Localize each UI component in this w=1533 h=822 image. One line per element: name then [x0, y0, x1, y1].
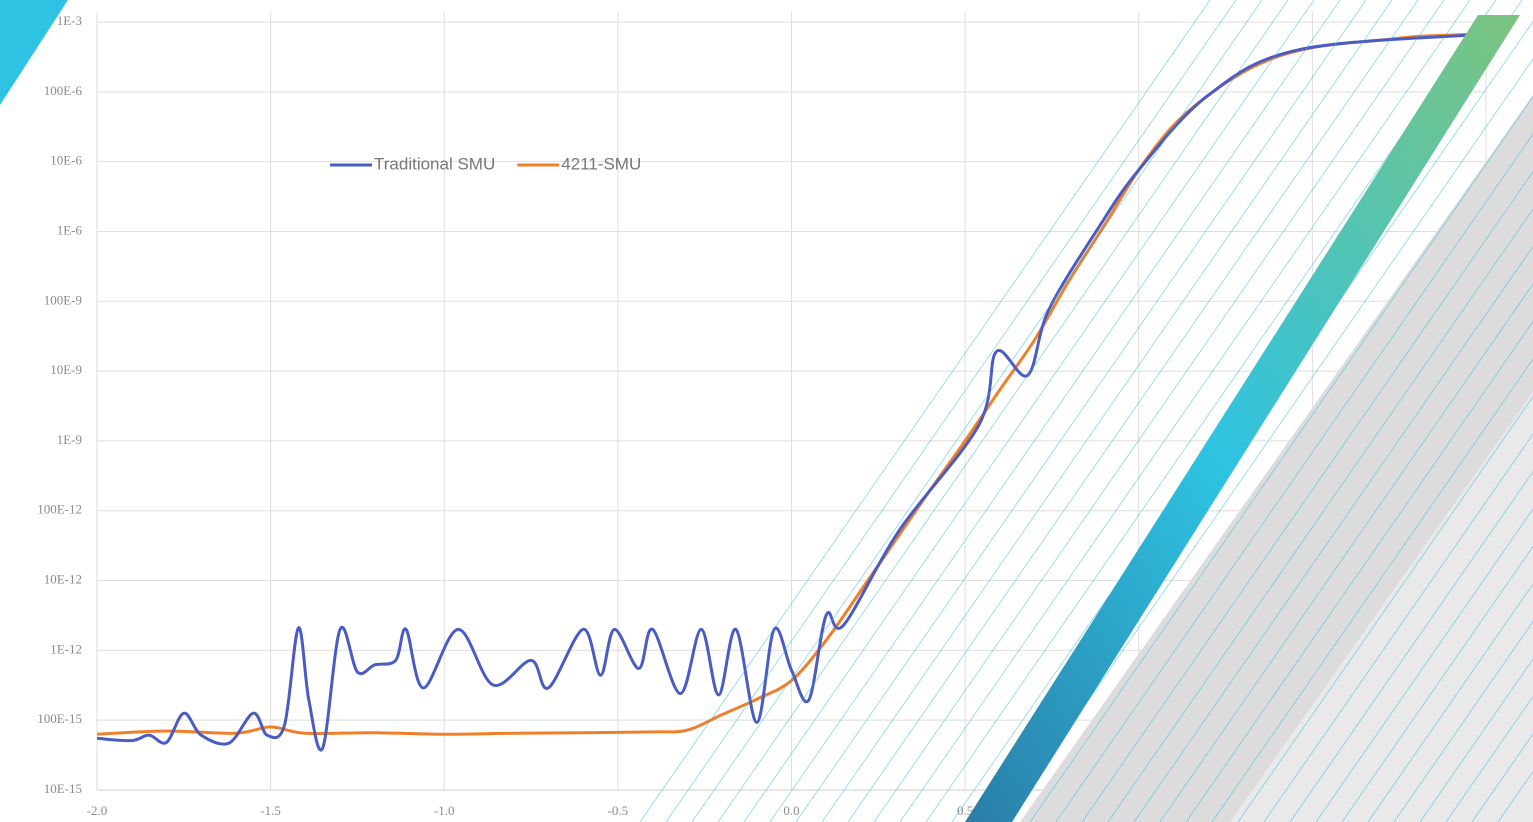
- deco-line: [1003, 58, 1533, 822]
- deco-line: [821, 0, 1393, 822]
- deco-line: [847, 0, 1419, 822]
- deco-line: [1055, 133, 1533, 822]
- deco-line: [665, 0, 1237, 822]
- deco-line: [1133, 245, 1533, 822]
- y-tick-label: 100E-9: [44, 292, 82, 307]
- legend-label: 4211-SMU: [561, 154, 641, 173]
- deco-line: [873, 0, 1445, 822]
- gradient-band: [965, 15, 1520, 822]
- deco-line: [899, 0, 1471, 822]
- deco-line: [769, 0, 1341, 822]
- y-tick-label: 10E-9: [50, 362, 82, 377]
- deco-line: [1107, 208, 1533, 822]
- deco-line: [1341, 545, 1533, 822]
- y-tick-label: 100E-6: [44, 83, 83, 98]
- deco-line: [743, 0, 1315, 822]
- x-tick-label: 0.0: [783, 803, 799, 818]
- deco-line: [1159, 283, 1533, 822]
- y-tick-label: 100E-15: [37, 711, 82, 726]
- y-tick-label: 100E-12: [37, 502, 82, 517]
- deco-line: [1367, 583, 1533, 822]
- x-tick-label: -0.5: [608, 803, 629, 818]
- y-tick-label: 1E-3: [57, 13, 82, 28]
- y-tick-label: 10E-6: [50, 153, 82, 168]
- x-tick-label: -2.0: [87, 803, 108, 818]
- x-tick-label: -1.5: [260, 803, 281, 818]
- gray-panel-light: [1230, 392, 1533, 822]
- deco-line: [1289, 470, 1533, 822]
- deco-line: [1263, 433, 1533, 822]
- deco-line: [691, 0, 1263, 822]
- deco-line: [1315, 508, 1533, 822]
- y-tick-label: 10E-15: [44, 781, 82, 796]
- deco-line: [1393, 620, 1533, 822]
- deco-line: [1211, 358, 1533, 822]
- corner-triangle: [0, 0, 68, 105]
- y-tick-label: 1E-6: [57, 222, 83, 237]
- x-tick-label: 0.5: [957, 803, 973, 818]
- deco-line: [1081, 170, 1533, 822]
- series-line: [96, 32, 1487, 752]
- legend-label: Traditional SMU: [374, 154, 495, 173]
- deco-line: [795, 0, 1367, 822]
- deco-line: [1419, 658, 1533, 822]
- y-tick-label: 10E-12: [44, 572, 82, 587]
- deco-line: [1029, 95, 1533, 822]
- deco-line: [1237, 395, 1533, 822]
- y-tick-label: 1E-9: [57, 432, 82, 447]
- deco-line: [1185, 320, 1533, 822]
- x-tick-label: -1.0: [434, 803, 455, 818]
- deco-line: [717, 0, 1289, 822]
- deco-line: [639, 0, 1211, 822]
- plot-area: 10E-15 100E-15 1E-12 10E-12 100E-12 1E-9 10E-9…: [37, 12, 1494, 818]
- y-tick-label: 1E-12: [50, 641, 82, 656]
